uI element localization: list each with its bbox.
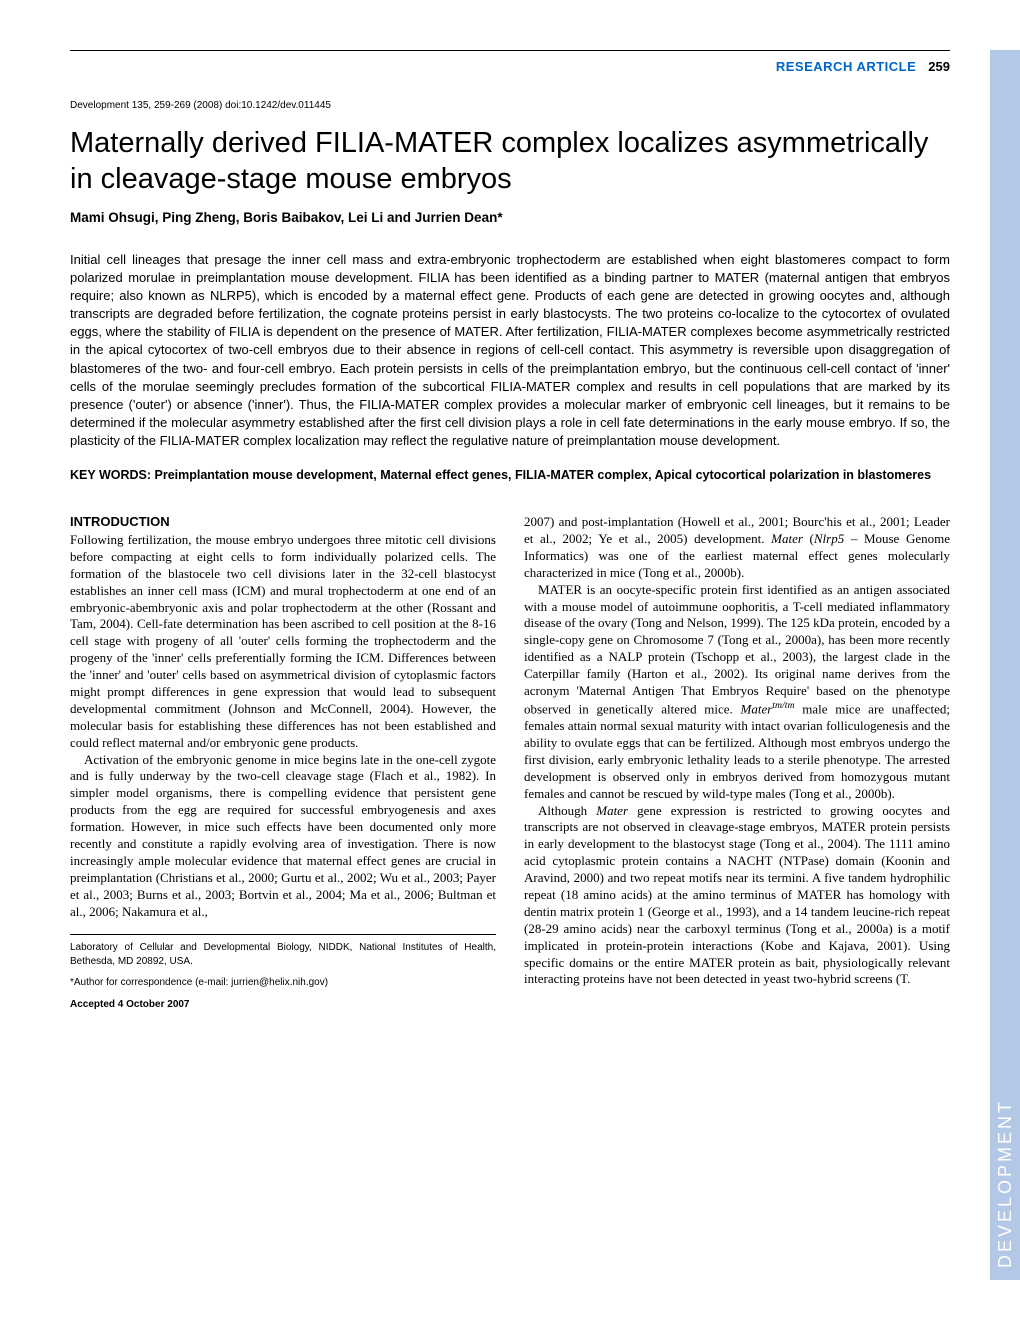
doi-line: Development 135, 259-269 (2008) doi:10.1… (70, 100, 950, 111)
running-header: RESEARCH ARTICLE 259 (70, 59, 950, 74)
author-list: Mami Ohsugi, Ping Zheng, Boris Baibakov,… (70, 210, 950, 225)
abstract: Initial cell lineages that presage the i… (70, 251, 950, 451)
header-top-rule (70, 50, 950, 51)
keywords: KEY WORDS: Preimplantation mouse develop… (70, 467, 950, 485)
footnote-accepted: Accepted 4 October 2007 (70, 998, 496, 1012)
page-content: RESEARCH ARTICLE 259 Development 135, 25… (0, 0, 1020, 1059)
article-title: Maternally derived FILIA-MATER complex l… (70, 125, 950, 198)
article-type: RESEARCH ARTICLE (776, 59, 916, 74)
footnote-correspondence: *Author for correspondence (e-mail: jurr… (70, 976, 496, 990)
page-number: 259 (928, 59, 950, 74)
col1-para1: Following fertilization, the mouse embry… (70, 532, 496, 752)
col1-para2: Activation of the embryonic genome in mi… (70, 752, 496, 921)
right-column: 2007) and post-implantation (Howell et a… (524, 514, 950, 1019)
col2-para1: 2007) and post-implantation (Howell et a… (524, 514, 950, 582)
side-tab-label: DEVELOPMENT (995, 1099, 1016, 1268)
intro-heading: INTRODUCTION (70, 514, 496, 531)
col2-para3: Although Mater gene expression is restri… (524, 803, 950, 989)
footnote-affiliation: Laboratory of Cellular and Developmental… (70, 941, 496, 968)
footnote-rule (70, 934, 496, 935)
body-columns: INTRODUCTION Following fertilization, th… (70, 514, 950, 1019)
col2-para2: MATER is an oocyte-specific protein firs… (524, 582, 950, 803)
left-column: INTRODUCTION Following fertilization, th… (70, 514, 496, 1019)
